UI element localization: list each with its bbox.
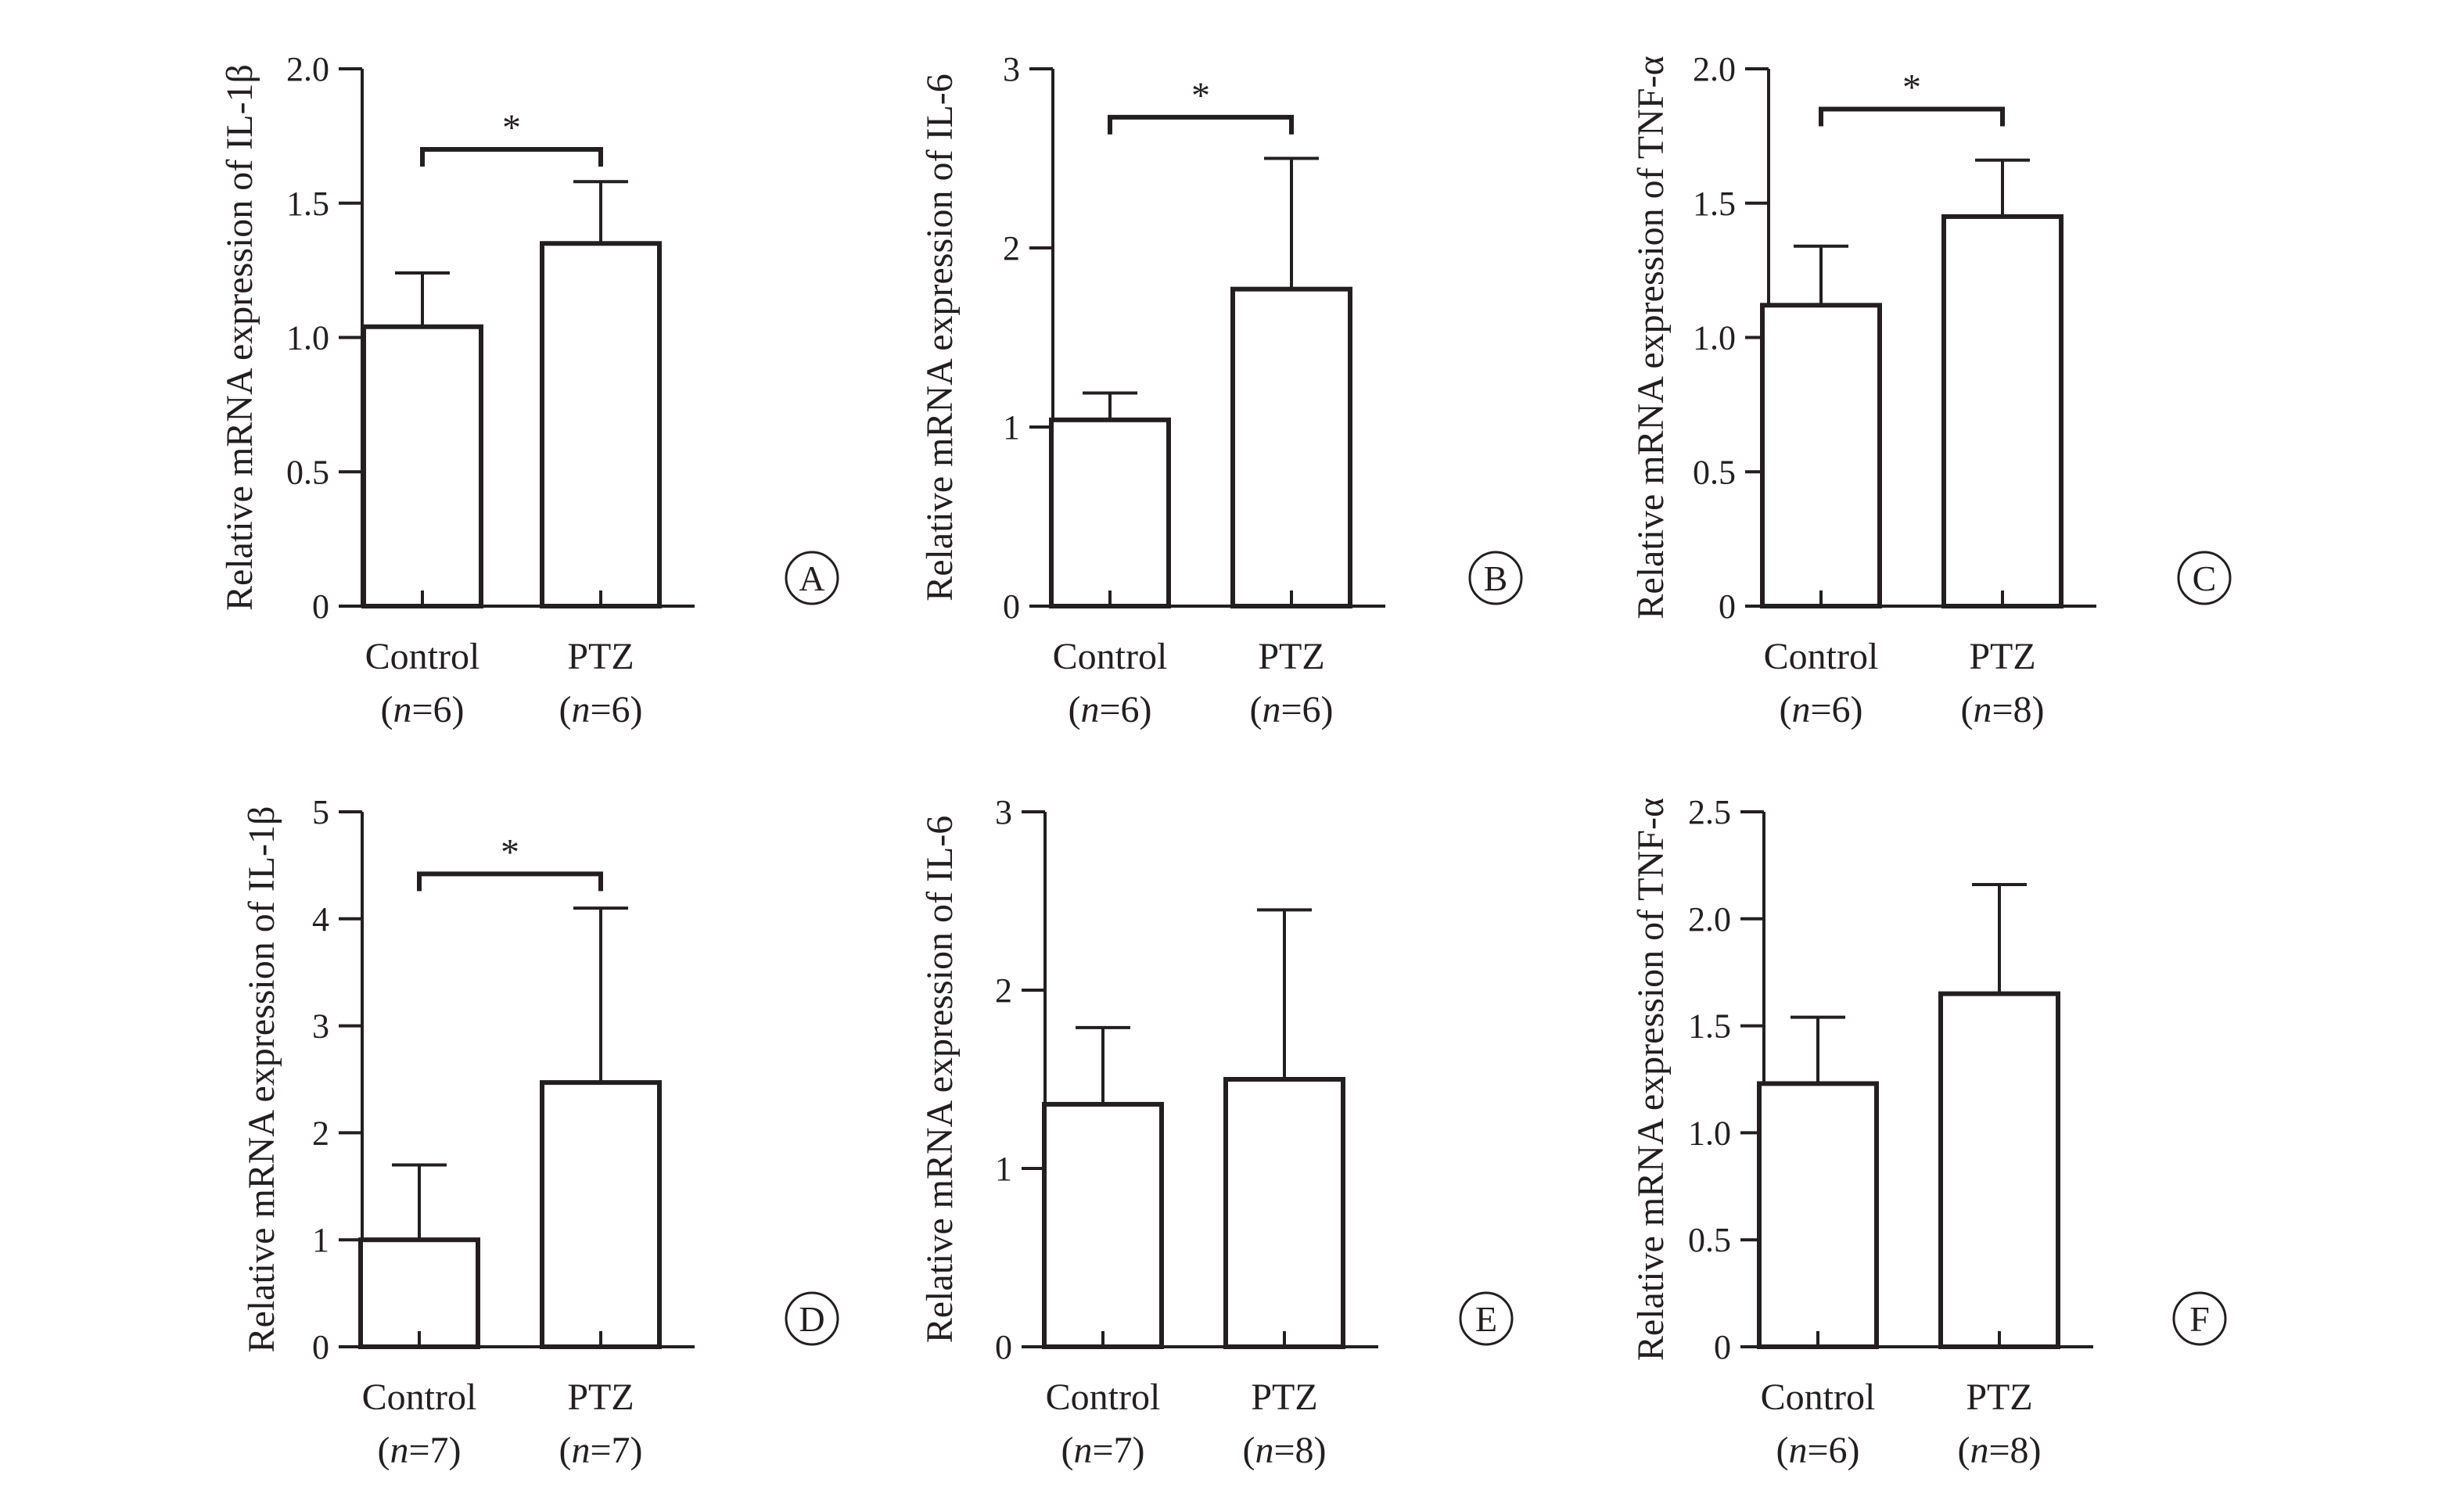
y-tick-label: 1 <box>1003 408 1020 447</box>
significance-star: * <box>502 107 521 149</box>
y-tick-label: 1.0 <box>286 319 329 357</box>
y-axis-title: Relative mRNA expression of IL-6 <box>919 816 961 1344</box>
category-label: PTZ <box>1258 636 1324 677</box>
category-label: Control <box>1053 636 1168 677</box>
category-label: PTZ <box>1966 1377 2032 1418</box>
y-tick-label: 2 <box>1003 229 1020 267</box>
y-tick-label: 4 <box>312 900 329 939</box>
significance-bracket <box>417 871 603 892</box>
panel-label-circle <box>785 1291 839 1346</box>
bar-control <box>1042 1101 1164 1350</box>
bar-ptz <box>540 241 662 608</box>
y-tick-label: 5 <box>312 793 329 831</box>
y-tick-label: 1 <box>312 1221 329 1259</box>
significance-star: * <box>501 831 519 873</box>
y-tick-label: 0 <box>312 1328 329 1366</box>
y-tick-label: 0 <box>1714 1328 1731 1366</box>
n-label: (n=6) <box>1776 1430 1859 1471</box>
category-label: Control <box>362 1377 477 1418</box>
n-label: (n=8) <box>1957 1430 2041 1471</box>
significance-bracket <box>420 147 603 167</box>
panel-c: 0 0.5 1.0 1.5 2.0 Relative mRNA expression of… <box>1630 50 2232 730</box>
bar-ptz <box>540 1080 662 1349</box>
category-label: Control <box>1764 636 1879 677</box>
y-axis-title: Relative mRNA expression of TNF-α <box>1630 56 1672 619</box>
panel-label-circle <box>785 551 839 605</box>
y-axis-title: Relative mRNA expression of TNF-α <box>1630 798 1672 1361</box>
panel-label: C <box>2193 558 2217 598</box>
panel-label-circle <box>1468 551 1523 605</box>
panel-label: B <box>1484 558 1508 598</box>
bar-ptz <box>1230 286 1352 608</box>
panel-e: 0 1 2 3 Relative mRNA expression of IL-6 Cont… <box>919 793 1514 1471</box>
y-tick-label: 0.5 <box>1688 1221 1731 1259</box>
n-label: (n=7) <box>377 1430 461 1471</box>
panel-b: 0 1 2 3 Relative mRNA expression of IL-6 Cont… <box>919 50 1523 730</box>
y-tick-label: 1 <box>995 1150 1012 1188</box>
n-label: (n=7) <box>559 1430 642 1471</box>
panel-d: 0 1 2 3 4 5 Relative mRNA expression of IL-1β C… <box>241 793 839 1471</box>
panel-a: 0 0.5 1.0 1.5 2.0 Relative mRNA expression of… <box>219 50 839 730</box>
category-label: Control <box>1761 1377 1876 1418</box>
panel-label: D <box>799 1299 824 1339</box>
y-tick-label: 1.0 <box>1693 319 1736 357</box>
y-tick-label: 1.5 <box>286 185 329 223</box>
significance-bracket <box>1108 114 1294 135</box>
category-label: Control <box>365 636 480 677</box>
n-label: (n=6) <box>559 689 642 730</box>
category-label: PTZ <box>1969 636 2035 677</box>
significance-star: * <box>1191 75 1210 117</box>
y-axis-title: Relative mRNA expression of IL-1β <box>241 806 282 1353</box>
panel-label-circle <box>2177 551 2232 605</box>
bar-ptz <box>1223 1077 1345 1349</box>
y-tick-label: 1.5 <box>1688 1007 1731 1046</box>
category-label: Control <box>1046 1377 1161 1418</box>
n-label: (n=6) <box>1779 689 1862 730</box>
panel-label-circle <box>2172 1291 2227 1346</box>
y-tick-label: 1.0 <box>1688 1114 1731 1152</box>
y-tick-label: 0 <box>995 1328 1012 1366</box>
y-tick-label: 2 <box>312 1114 329 1152</box>
bar-control <box>1049 417 1171 609</box>
y-tick-label: 3 <box>995 793 1012 831</box>
n-label: (n=8) <box>1242 1430 1326 1471</box>
y-tick-label: 0.5 <box>1693 453 1736 491</box>
bar-control <box>358 1237 480 1349</box>
y-tick-label: 3 <box>1003 50 1020 88</box>
category-label: PTZ <box>567 1377 634 1418</box>
bar-control <box>1757 1081 1879 1350</box>
panel-f: 0 0.5 1.0 1.5 2.0 2.5 Relative mRNA expression… <box>1630 793 2227 1471</box>
y-tick-label: 0 <box>1719 587 1736 626</box>
y-tick-label: 0 <box>312 587 329 626</box>
y-tick-label: 2.0 <box>1688 900 1731 939</box>
panel-label-circle <box>1459 1291 1514 1346</box>
significance-bracket <box>1819 106 2005 127</box>
bar-ptz <box>1941 214 2064 608</box>
n-label: (n=7) <box>1061 1430 1144 1471</box>
panel-label: A <box>799 558 824 598</box>
y-tick-label: 3 <box>312 1007 329 1046</box>
y-tick-label: 2.5 <box>1688 793 1731 831</box>
n-label: (n=8) <box>1960 689 2044 730</box>
bar-control <box>361 324 483 608</box>
bar-control <box>1760 303 1882 608</box>
y-axis-title: Relative mRNA expression of IL-1β <box>219 64 260 611</box>
category-label: PTZ <box>1251 1377 1317 1418</box>
category-label: PTZ <box>567 636 634 677</box>
y-tick-label: 2 <box>995 971 1012 1010</box>
y-tick-label: 2.0 <box>1693 50 1736 88</box>
y-axis-title: Relative mRNA expression of IL-6 <box>919 74 961 601</box>
n-label: (n=6) <box>1249 689 1333 730</box>
y-tick-label: 0.5 <box>286 453 329 491</box>
n-label: (n=6) <box>380 689 464 730</box>
panel-label: F <box>2189 1299 2210 1339</box>
y-tick-label: 2.0 <box>286 50 329 88</box>
y-tick-label: 0 <box>1003 587 1020 626</box>
bar-ptz <box>1938 991 2060 1350</box>
significance-star: * <box>1902 67 1921 109</box>
n-label: (n=6) <box>1068 689 1151 730</box>
y-tick-label: 1.5 <box>1693 185 1736 223</box>
panel-label: E <box>1475 1299 1497 1339</box>
